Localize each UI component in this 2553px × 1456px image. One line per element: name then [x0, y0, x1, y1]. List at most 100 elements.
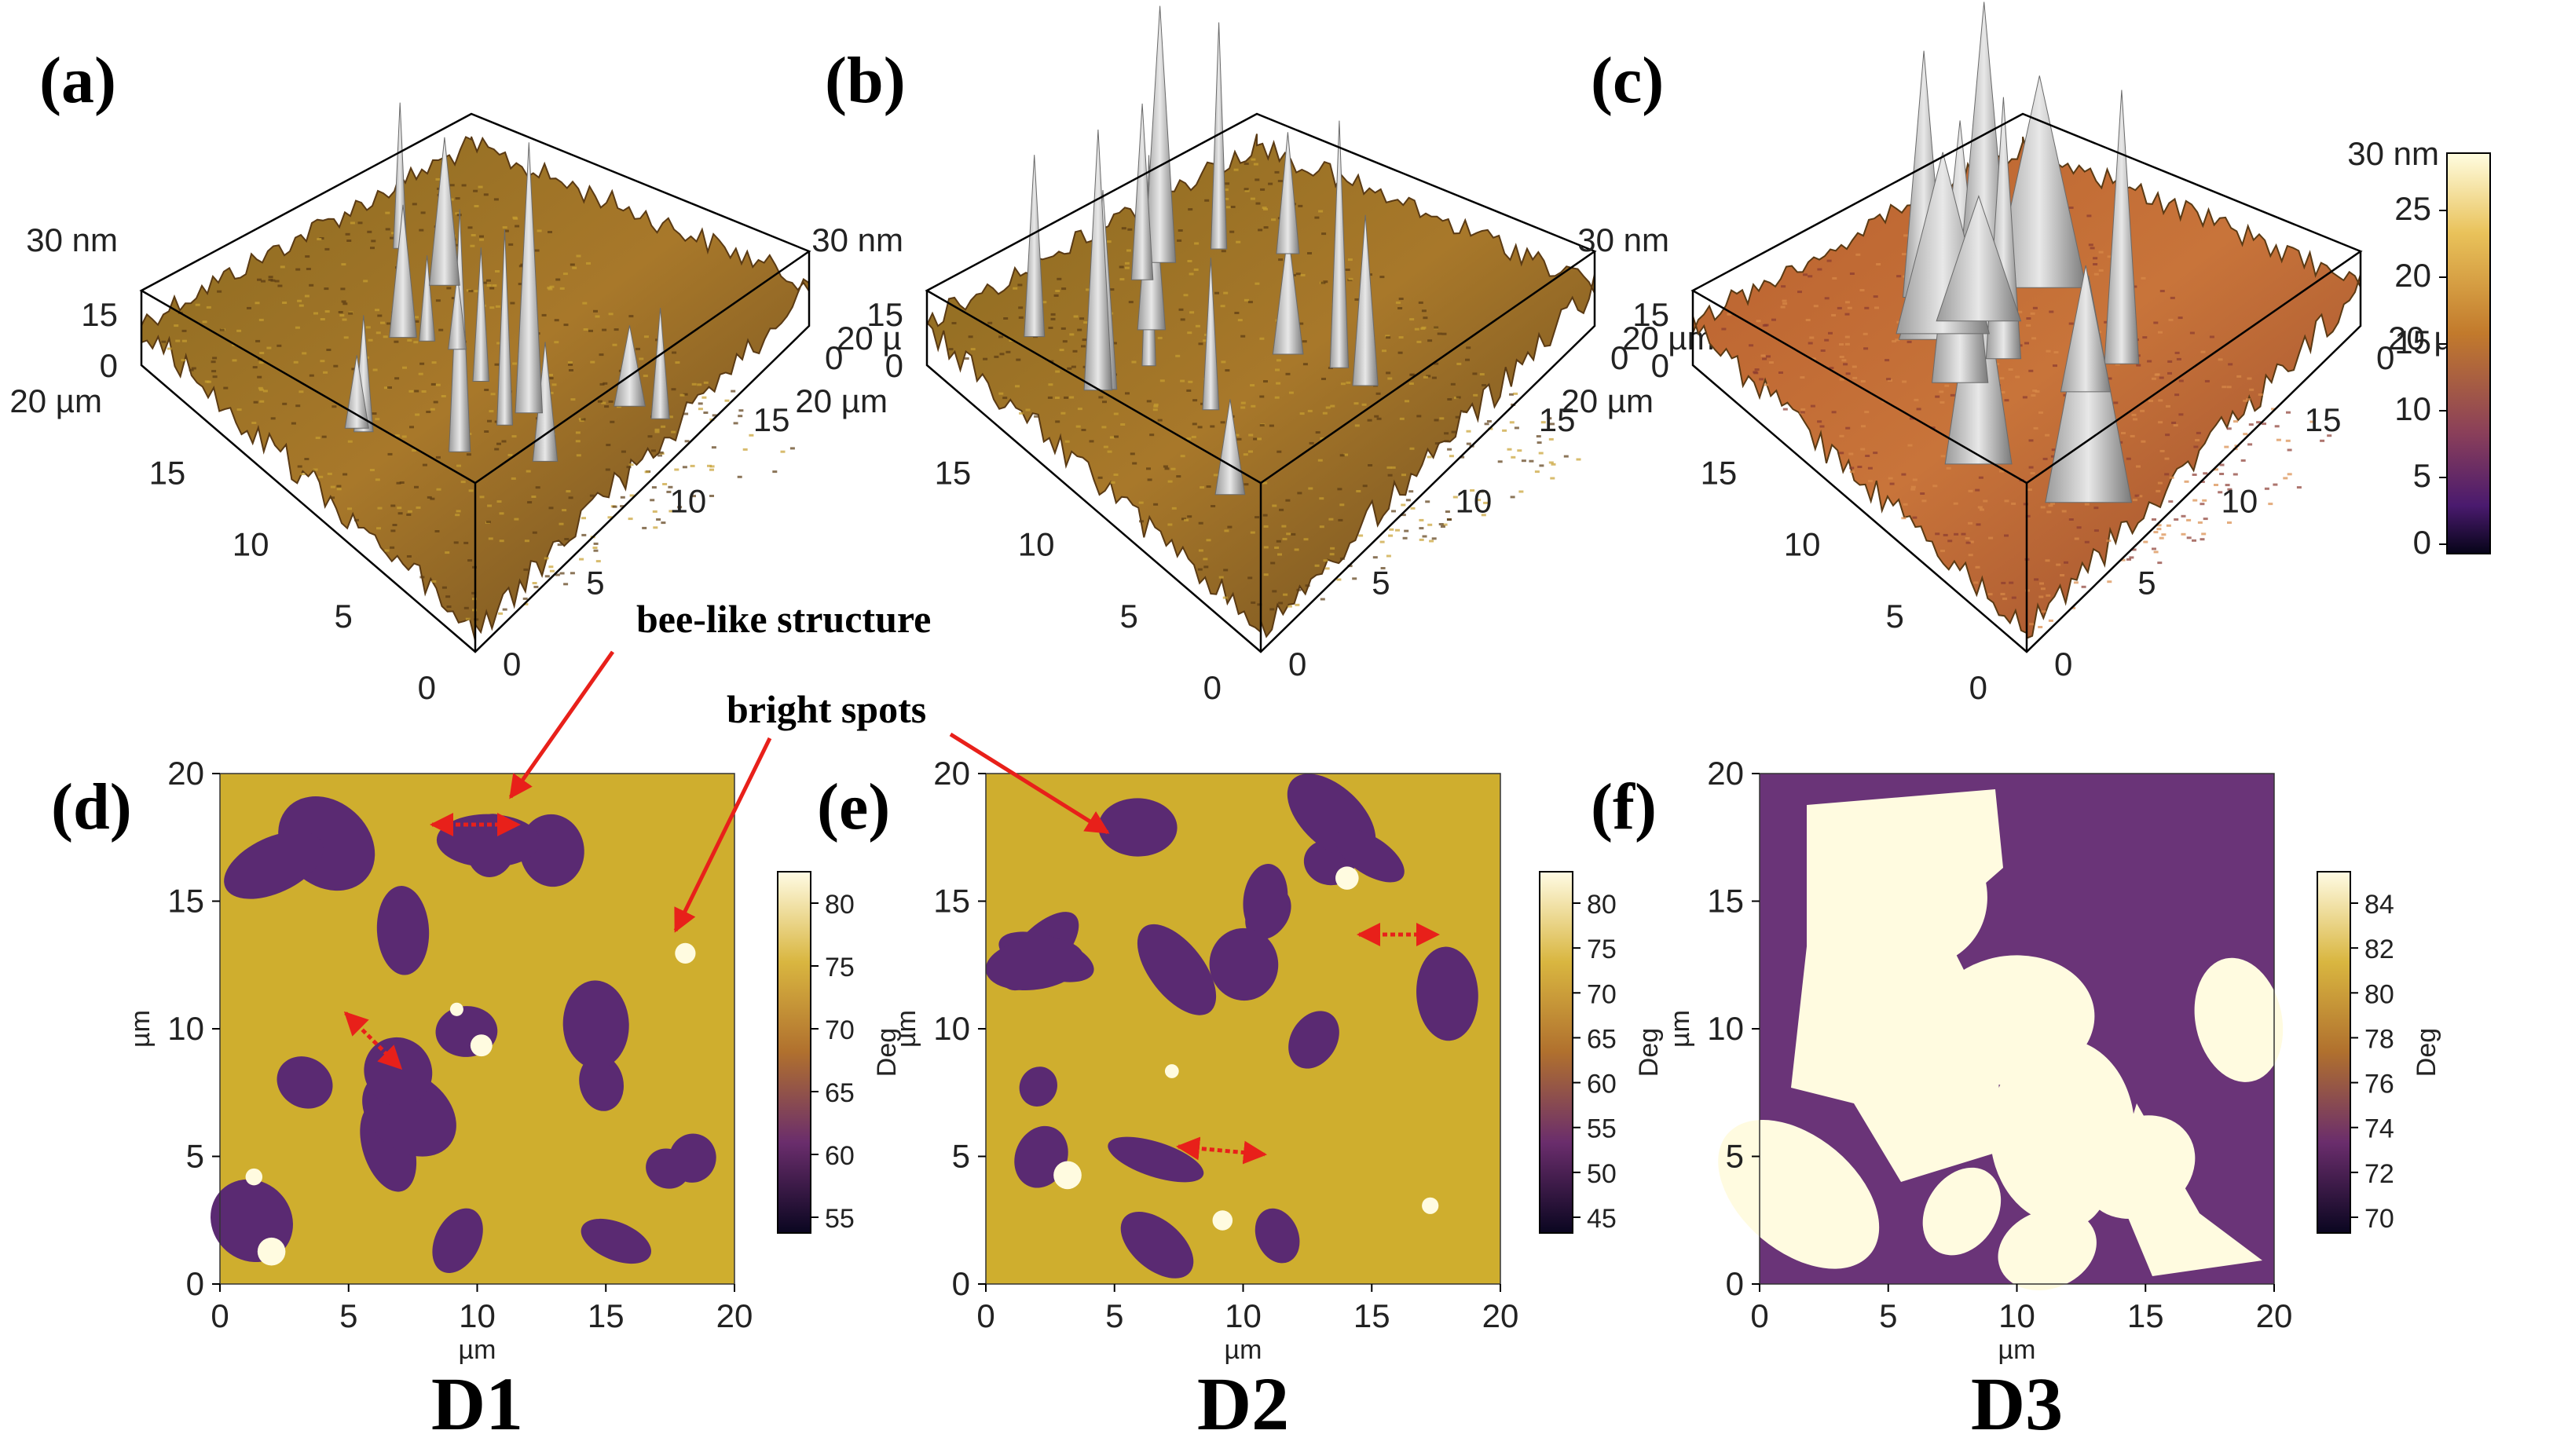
z-tick-label: 30 nm — [811, 221, 903, 258]
panel-2d-f: (f) 0 5 10 15 20 µm 0 5 10 15 20 µm 84 82 80 78 76 74 72 70 D… — [1591, 755, 2441, 1446]
z-tick-label: 15 — [1632, 296, 1669, 333]
left-axis-tick-label: 5 — [1885, 598, 1903, 635]
phase-colorbar: 84 82 80 78 76 74 72 70 Deg — [2317, 871, 2441, 1234]
colorbar-tick-label: 55 — [1587, 1114, 1617, 1144]
colorbar-tick-label: 76 — [2364, 1070, 2394, 1099]
left-axis-tick-label: 20 µm — [1561, 382, 1654, 419]
colorbar-tick-label: 80 — [2364, 979, 2394, 1009]
z-tick-label: 0 — [100, 347, 118, 384]
right-axis-tick-label: 5 — [586, 564, 604, 601]
right-axis-tick-label: 20 µ — [837, 320, 902, 357]
z-tick-label: 30 nm — [1577, 221, 1669, 258]
colorbar-tick-label: 15 — [2394, 324, 2431, 360]
y-tick-label: 15 — [167, 883, 204, 920]
colorbar-tick-label: 45 — [1587, 1204, 1617, 1234]
colorbar-tick-label: 78 — [2364, 1024, 2394, 1054]
y-tick-label: 10 — [1707, 1010, 1744, 1047]
right-axis-tick-label: 0 — [1288, 646, 1306, 682]
colorbar-tick-label: 82 — [2364, 935, 2394, 964]
colorbar-tick-label: 60 — [1587, 1070, 1617, 1099]
z-tick-label: 0 — [885, 347, 903, 384]
bright-spot — [1335, 866, 1359, 890]
x-tick-label: 5 — [339, 1297, 357, 1334]
left-axis-tick-label: 20 µm — [795, 382, 888, 419]
phase-colorbar: 80 75 70 65 60 55 Deg — [777, 871, 902, 1234]
sample-label: D3 — [1971, 1362, 2063, 1446]
colorbar-tick-label: 55 — [825, 1204, 855, 1234]
annotation-bright-spots: bright spots — [727, 687, 926, 731]
panel-label: (c) — [1591, 44, 1664, 117]
colorbar-tick-label: 84 — [2364, 890, 2394, 920]
right-axis-tick-label: 10 — [1456, 483, 1493, 520]
left-axis-tick-label: 0 — [418, 669, 436, 706]
colorbar-unit: Deg — [872, 1028, 902, 1077]
sample-label: D2 — [1197, 1362, 1289, 1446]
x-tick-label: 15 — [588, 1297, 625, 1334]
x-axis-label: µm — [1998, 1335, 2036, 1365]
y-tick-label: 0 — [1726, 1265, 1744, 1302]
y-tick-label: 15 — [1707, 883, 1744, 920]
colorbar-tick-label: 70 — [2364, 1204, 2394, 1234]
colorbar-tick-label: 60 — [825, 1141, 855, 1171]
x-tick-label: 15 — [2127, 1297, 2164, 1334]
y-axis-label: µm — [126, 1010, 156, 1048]
x-axis-label: µm — [459, 1335, 496, 1365]
y-tick-label: 5 — [186, 1138, 204, 1175]
z-tick-label: 0 — [1651, 347, 1669, 384]
colorbar-tick-label: 0 — [2413, 524, 2431, 561]
y-tick-label: 10 — [933, 1010, 970, 1047]
surface-texture — [161, 177, 795, 621]
x-tick-label: 10 — [459, 1297, 496, 1334]
colorbar-tick-label: 72 — [2364, 1159, 2394, 1189]
y-tick-label: 5 — [1726, 1138, 1744, 1175]
left-axis-tick-label: 5 — [1119, 598, 1137, 635]
colorbar-tick-label: 65 — [825, 1078, 855, 1108]
height-spikes — [1024, 5, 1379, 496]
colorbar-tick-label: 75 — [1587, 935, 1617, 964]
panel-2d-d: (d) 0 5 10 15 20 µm 0 5 10 15 20 µm 80 75 70 65 60 55 Deg D1 — [51, 755, 902, 1446]
annotation-arrow — [673, 737, 772, 933]
y-tick-label: 0 — [952, 1265, 970, 1302]
bright-spot — [1053, 1161, 1082, 1190]
left-axis-tick-label: 10 — [1784, 526, 1821, 563]
left-axis-tick-label: 10 — [233, 526, 269, 563]
colorbar-gradient — [2446, 152, 2491, 554]
x-tick-label: 5 — [1879, 1297, 1897, 1334]
x-tick-label: 0 — [211, 1297, 229, 1334]
colorbar-tick-label: 5 — [2413, 457, 2431, 494]
left-axis-tick-label: 0 — [1203, 669, 1222, 706]
left-axis-tick-label: 0 — [1969, 669, 1987, 706]
phase-image — [986, 774, 1500, 1284]
right-axis-tick-label: 5 — [1372, 564, 1390, 601]
colorbar-unit: Deg — [1634, 1028, 1664, 1077]
phase-domains — [985, 774, 1478, 1279]
right-axis-tick-label: 15 — [2305, 401, 2342, 438]
z-origin-label: 0 — [1610, 339, 1628, 376]
x-tick-label: 15 — [1353, 1297, 1390, 1334]
bright-spot — [470, 1034, 493, 1057]
annotation-arrow — [508, 650, 615, 799]
z-tick-label: 15 — [81, 296, 118, 333]
y-tick-label: 20 — [167, 755, 204, 792]
panel-label: (b) — [825, 44, 906, 117]
y-axis-label: µm — [1665, 1010, 1695, 1048]
x-tick-label: 0 — [1750, 1297, 1768, 1334]
bright-spot — [1212, 1210, 1233, 1231]
annotation-arrow — [949, 732, 1110, 835]
sample-label: D1 — [431, 1362, 523, 1446]
colorbar-tick-label: 10 — [2394, 390, 2431, 427]
right-axis-tick-label: 5 — [2137, 564, 2156, 601]
x-axis-label: µm — [1225, 1335, 1262, 1365]
colorbar-tick-label: 80 — [1587, 890, 1617, 920]
right-axis-tick-label: 15 — [753, 401, 790, 438]
z-tick-label: 30 nm — [26, 221, 118, 258]
y-axis-label: µm — [892, 1010, 921, 1048]
panel-2d-e: (e) 0 5 10 15 20 µm 0 5 10 15 20 µm 80 75 70 65 60 55 50 45 D… — [817, 755, 1664, 1446]
z-tick-label: 15 — [866, 296, 903, 333]
colorbar-tick-label: 50 — [1587, 1159, 1617, 1189]
colorbar-tick-label: 74 — [2364, 1114, 2394, 1144]
bright-spot — [1164, 1064, 1179, 1078]
